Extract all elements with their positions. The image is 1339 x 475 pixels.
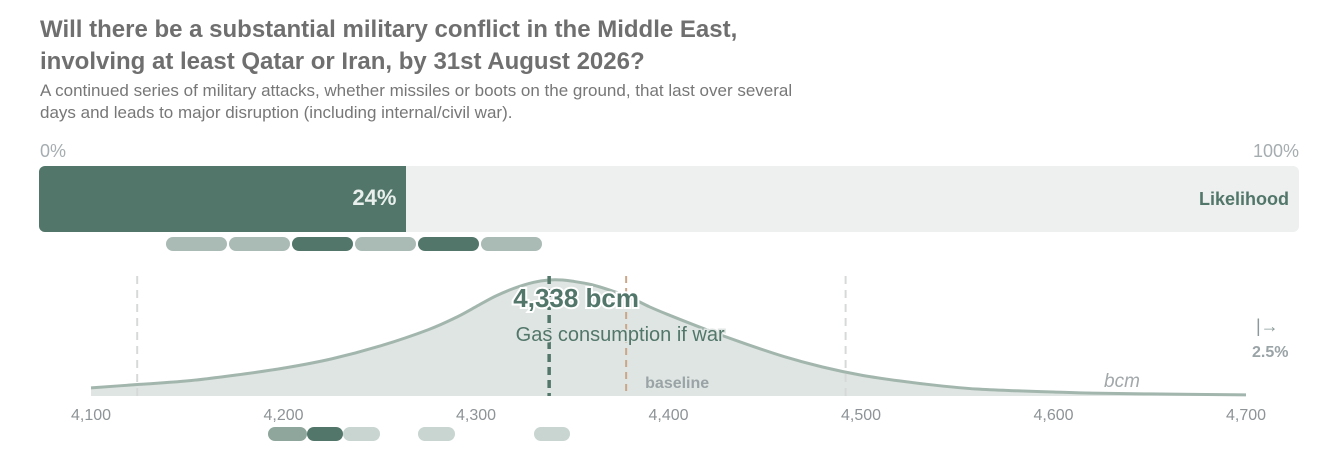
distribution-area — [91, 279, 1246, 396]
x-tick-label: 4,700 — [1226, 407, 1266, 424]
x-axis-unit-label: bcm — [1104, 371, 1140, 392]
median-value-label: 4,338 bcm — [513, 283, 639, 313]
distribution-pill[interactable] — [533, 427, 571, 441]
likelihood-label: Likelihood — [1199, 189, 1289, 209]
likelihood-max-label: 100% — [1252, 141, 1299, 161]
distribution-pill[interactable] — [343, 427, 380, 441]
x-tick-label: 4,500 — [841, 407, 881, 424]
likelihood-pill[interactable] — [292, 237, 353, 251]
likelihood-pill[interactable] — [229, 237, 290, 251]
median-caption: Gas consumption if war — [516, 324, 725, 346]
distribution-pill[interactable] — [418, 427, 455, 441]
distribution-pill[interactable] — [268, 427, 307, 441]
likelihood-forecast-pills — [166, 237, 542, 251]
x-tick-label: 4,200 — [263, 407, 303, 424]
distribution-curve — [90, 278, 1247, 397]
distribution-pill[interactable] — [306, 427, 344, 441]
distribution-forecast-pills — [0, 427, 1339, 441]
likelihood-value: 24% — [352, 185, 397, 210]
tail-probability-label: 2.5% — [1252, 344, 1289, 361]
tail-arrow-icon[interactable]: |→ — [1256, 316, 1279, 336]
likelihood-pill[interactable] — [355, 237, 416, 251]
likelihood-pill[interactable] — [166, 237, 227, 251]
question-title: Will there be a substantial military con… — [40, 16, 738, 75]
likelihood-bar[interactable]: 24% Likelihood — [39, 166, 1299, 232]
x-tick-label: 4,600 — [1033, 407, 1073, 424]
x-tick-label: 4,100 — [71, 407, 111, 424]
baseline-label: baseline — [645, 375, 709, 392]
x-tick-label: 4,300 — [456, 407, 496, 424]
distribution-chart: 4,338 bcm Gas consumption if war baselin… — [71, 276, 1266, 424]
x-axis-ticks: 4,100 4,200 4,300 4,400 4,500 4,600 4,700 — [71, 407, 1266, 424]
likelihood-bar-fill: 24% — [39, 166, 407, 232]
likelihood-pill[interactable] — [418, 237, 479, 251]
question-description: A continued series of military attacks, … — [40, 81, 793, 122]
likelihood-min-label: 0% — [40, 141, 67, 161]
likelihood-pill[interactable] — [481, 237, 542, 251]
x-tick-label: 4,400 — [648, 407, 688, 424]
